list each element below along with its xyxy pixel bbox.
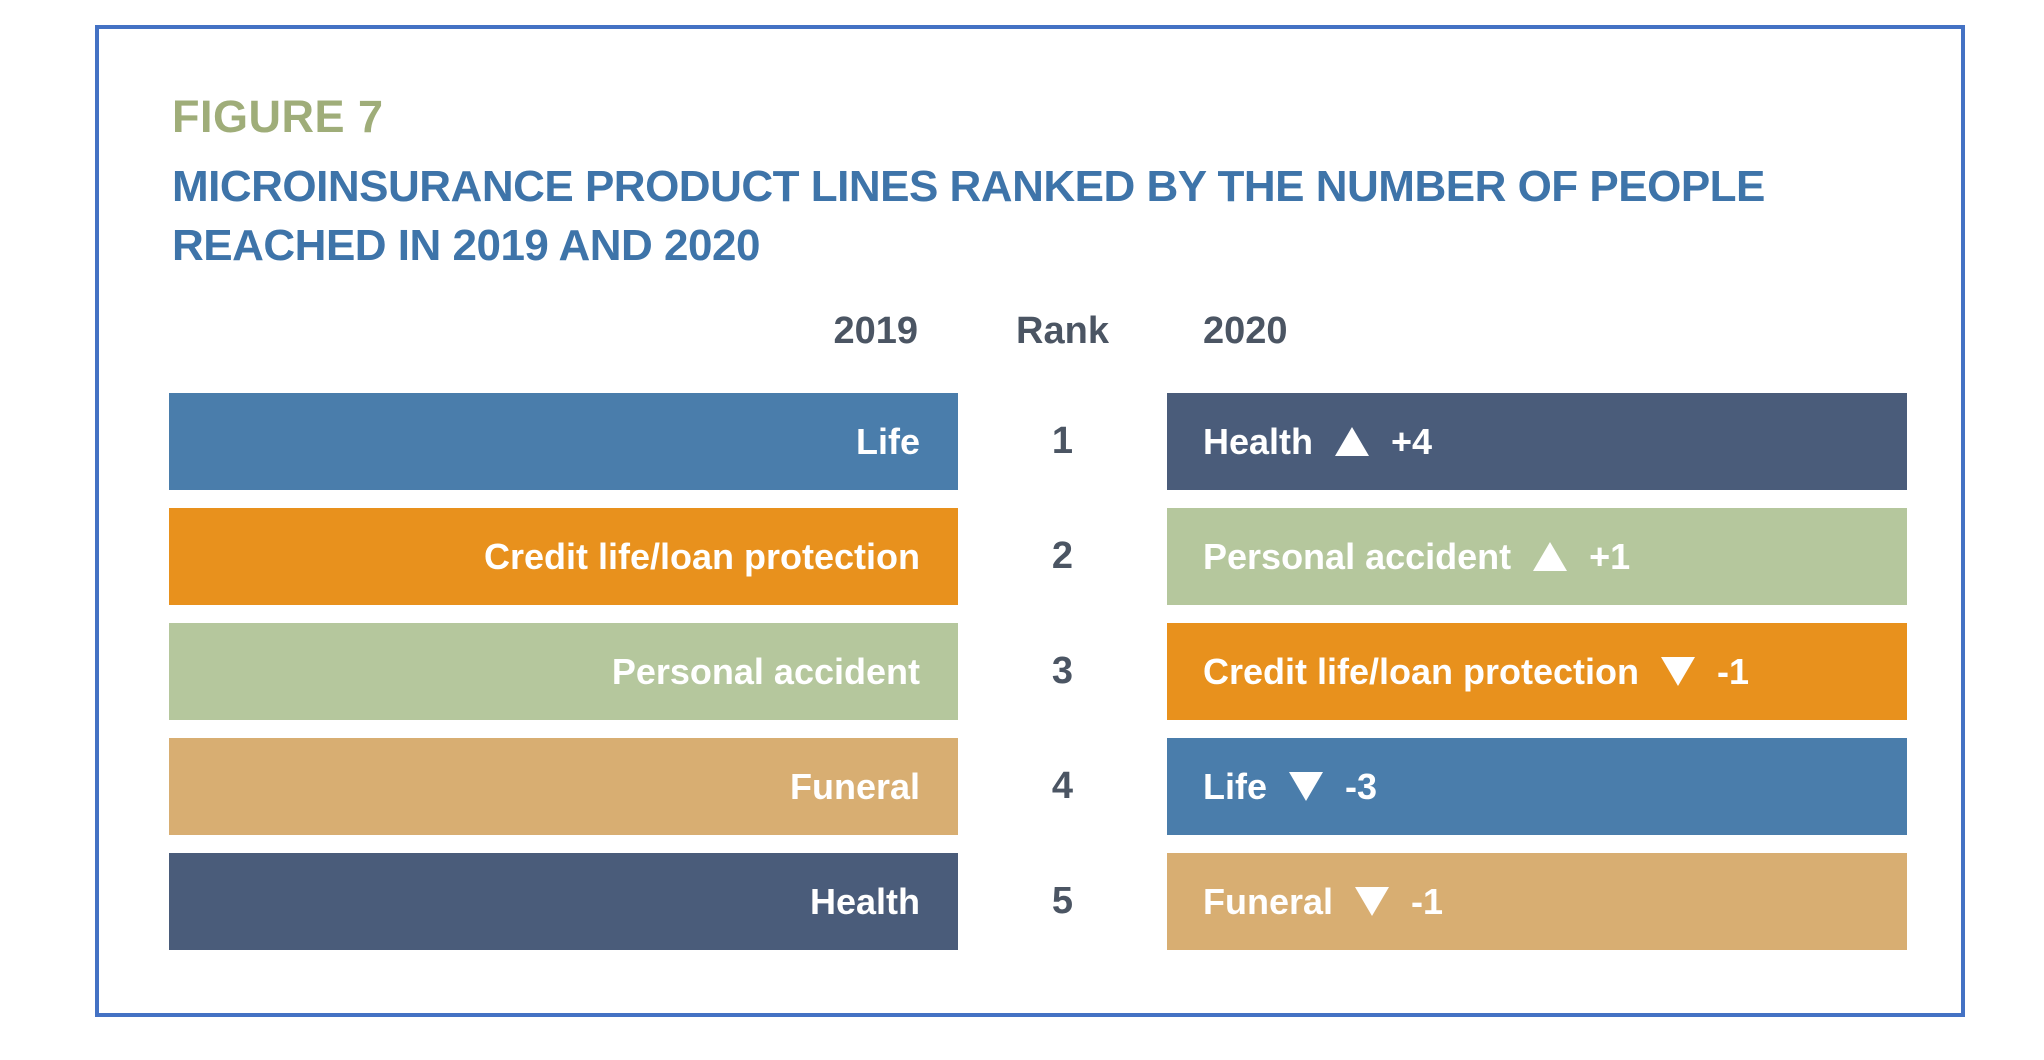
bar-2020-rank5: Funeral -1 — [1167, 853, 1907, 950]
bar-2019-rank4: Funeral — [169, 738, 958, 835]
rank-change-up-icon — [1335, 427, 1370, 456]
bar-2020-rank5-change: -1 — [1411, 880, 1444, 922]
rank-change-down-icon — [1289, 772, 1324, 801]
bar-2020-rank1: Health +4 — [1167, 393, 1907, 490]
rank-change-up-icon — [1533, 542, 1568, 571]
figure-number-label: FIGURE 7 — [172, 91, 384, 142]
bar-2019-rank2-label: Credit life/loan protection — [483, 535, 920, 577]
bar-2019-rank3: Personal accident — [169, 623, 958, 720]
bar-2019-rank3-label: Personal accident — [611, 650, 920, 692]
rank-change-down-icon — [1661, 657, 1696, 686]
rank-number-3: 3 — [1051, 650, 1074, 692]
figure-panel: FIGURE 7 MICROINSURANCE PRODUCT LINES RA… — [95, 25, 1965, 1017]
bar-2020-rank2-change: +1 — [1589, 535, 1631, 577]
rank-number-2: 2 — [1051, 535, 1074, 577]
figure-title: MICROINSURANCE PRODUCT LINES RANKED BY T… — [172, 157, 1765, 275]
bar-2019-rank4-label: Funeral — [789, 765, 920, 807]
bar-2020-rank4: Life -3 — [1167, 738, 1907, 835]
bar-2020-rank3: Credit life/loan protection -1 — [1167, 623, 1907, 720]
column-header-2020: 2020 — [1203, 310, 1288, 352]
bar-2019-rank5-label: Health — [809, 880, 920, 922]
ranking-grid: Life 1 Health +4 Credit life/loan protec… — [169, 393, 1907, 950]
rank-change-down-icon — [1355, 887, 1390, 916]
bar-2019-rank1: Life — [169, 393, 958, 490]
column-header-rank: Rank — [1016, 310, 1109, 352]
rank-number-5: 5 — [1051, 880, 1074, 922]
bar-2020-rank2-label: Personal accident — [1203, 535, 1512, 577]
figure-title-line-1: MICROINSURANCE PRODUCT LINES RANKED BY T… — [172, 162, 1765, 211]
bar-2020-rank4-label: Life — [1203, 765, 1268, 807]
bar-2020-rank3-label: Credit life/loan protection — [1203, 650, 1640, 692]
figure-title-line-2: REACHED IN 2019 AND 2020 — [172, 221, 760, 270]
bar-2020-rank2: Personal accident +1 — [1167, 508, 1907, 605]
figure-panel-content: FIGURE 7 MICROINSURANCE PRODUCT LINES RA… — [103, 29, 1965, 1013]
column-header-2019: 2019 — [833, 310, 918, 352]
bar-2020-rank1-change: +4 — [1391, 420, 1433, 462]
rank-number-1: 1 — [1051, 420, 1074, 462]
bar-2020-rank4-change: -3 — [1345, 765, 1378, 807]
bar-2019-rank5: Health — [169, 853, 958, 950]
bar-2019-rank1-label: Life — [855, 420, 920, 462]
rank-number-4: 4 — [1051, 765, 1074, 807]
bar-2020-rank3-change: -1 — [1717, 650, 1750, 692]
bar-2019-rank2: Credit life/loan protection — [169, 508, 958, 605]
bar-2020-rank1-label: Health — [1203, 420, 1314, 462]
bar-2020-rank5-label: Funeral — [1203, 880, 1334, 922]
